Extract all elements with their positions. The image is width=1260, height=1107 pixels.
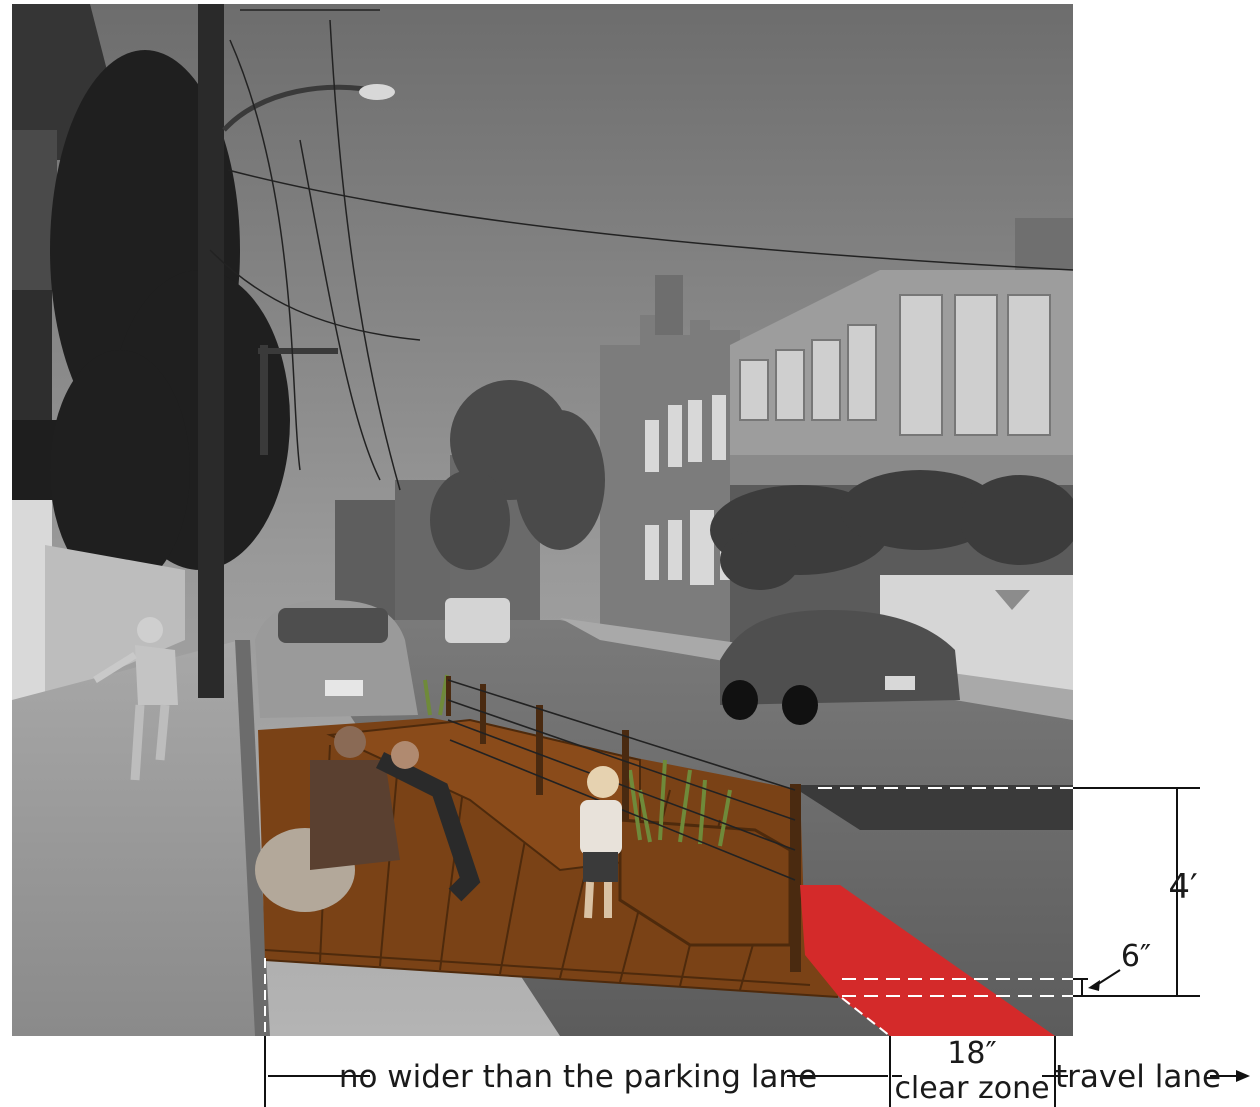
parklet: [255, 674, 1055, 1036]
dark-asphalt-patch: [790, 785, 1073, 830]
left-sidewalk: [12, 640, 262, 1036]
rail-posts: [446, 676, 801, 972]
leader-arrow-icon: [1088, 980, 1100, 991]
running-child: [93, 617, 178, 781]
standing-girl: [580, 766, 622, 919]
planter-grass: [423, 674, 732, 847]
clear-zone-size-label: 18″: [947, 1036, 996, 1071]
street-photo: [12, 4, 1073, 1036]
clear-zone-area: [800, 885, 1055, 1036]
cable-railing: [447, 679, 796, 881]
width-note-label: no wider than the parking lane: [339, 1059, 817, 1095]
rail-height-label: 4′: [1168, 867, 1197, 907]
clear-zone-label: clear zone: [894, 1071, 1049, 1106]
curb-gap-label: 6″: [1121, 939, 1151, 974]
right-arrow-icon: [1236, 1070, 1250, 1082]
white-suv: [445, 598, 510, 643]
parked-hyundai: [255, 600, 418, 718]
ivy-foliage: [710, 470, 1073, 590]
gray-sedan: [720, 610, 960, 725]
distant-trees: [430, 380, 605, 570]
power-lines: [209, 9, 1073, 491]
seated-people: [255, 726, 481, 912]
wooden-fence: [45, 545, 185, 700]
dimension-lines: [264, 787, 1238, 1107]
travel-lane-label: travel lane: [1055, 1059, 1221, 1095]
curb: [235, 640, 270, 1036]
utility-pole: [198, 4, 395, 698]
brick-building: [600, 275, 740, 660]
